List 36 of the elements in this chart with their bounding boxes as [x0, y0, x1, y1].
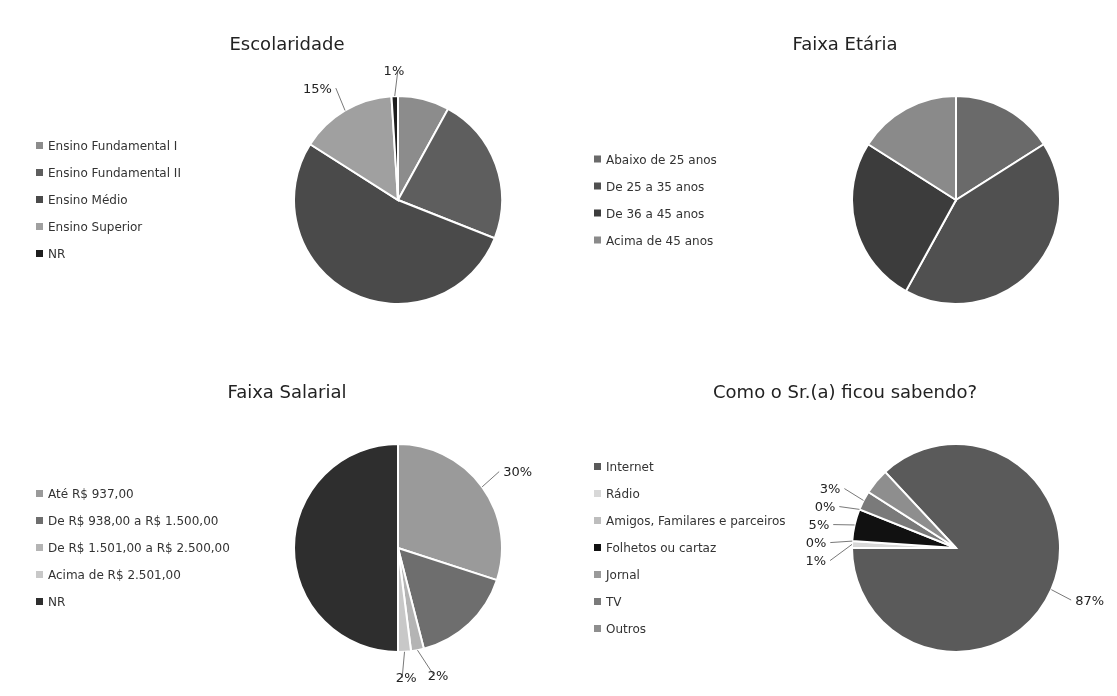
- legend-label: Folhetos ou cartaz: [606, 541, 717, 556]
- legend-label: De 36 a 45 anos: [606, 206, 705, 221]
- legend-label: Jornal: [605, 568, 640, 583]
- legend-label: Ensino Fundamental II: [48, 166, 181, 181]
- data-label: 1%: [805, 553, 827, 569]
- data-label: 15%: [302, 80, 332, 96]
- legend-label: Outros: [606, 622, 647, 637]
- data-label: 30%: [503, 464, 533, 480]
- legend-label: TV: [605, 595, 623, 610]
- text: 0%: [805, 535, 827, 551]
- legend-label: Internet: [606, 460, 654, 475]
- chart-title: Escolaridade: [229, 33, 345, 54]
- legend-label: Acima de 45 anos: [606, 233, 714, 248]
- legend-label: Até R$ 937,00: [48, 487, 134, 502]
- legend-label: De R$ 938,00 a R$ 1.500,00: [48, 514, 219, 529]
- chart-title: Faixa Salarial: [227, 381, 347, 402]
- chart-title: Faixa Etária: [792, 33, 898, 54]
- legend-label: Ensino Fundamental I: [48, 139, 178, 154]
- legend-label: Acima de R$ 2.501,00: [48, 568, 181, 583]
- legend-label: NR: [48, 595, 66, 610]
- chart-title: Como o Sr.(a) ficou sabendo?: [713, 381, 977, 402]
- legend-label: Abaixo de 25 anos: [606, 152, 717, 167]
- legend-label: De R$ 1.501,00 a R$ 2.500,00: [48, 541, 230, 556]
- data-label: 87%: [1075, 592, 1105, 608]
- legend-label: Rádio: [606, 487, 640, 502]
- data-label: 2%: [427, 668, 449, 684]
- data-label: 5%: [808, 517, 830, 533]
- data-label: 2%: [395, 670, 417, 686]
- legend-label: Ensino Médio: [48, 193, 128, 208]
- legend-label: Ensino Superior: [48, 220, 143, 235]
- legend-label: NR: [48, 247, 66, 262]
- legend-label: Amigos, Familares e parceiros: [606, 514, 786, 529]
- legend-label: De 25 a 35 anos: [606, 179, 705, 194]
- data-label: 1%: [383, 62, 405, 78]
- text: 0%: [814, 499, 836, 515]
- data-label: 3%: [819, 481, 841, 497]
